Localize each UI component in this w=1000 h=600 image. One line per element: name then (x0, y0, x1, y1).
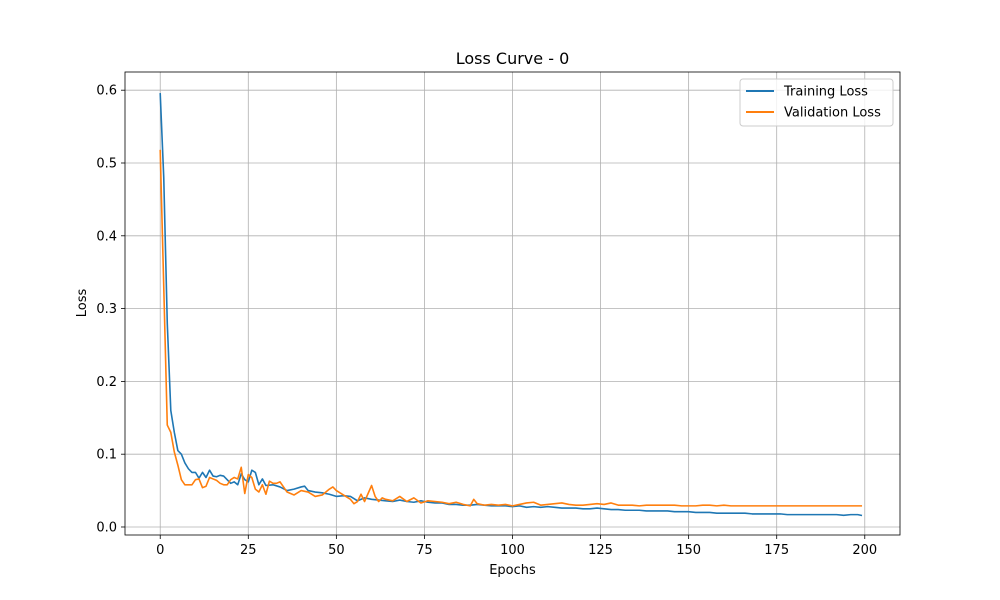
series-layer (159, 93, 863, 517)
legend-box (739, 78, 894, 127)
legend-label-training-loss: Training Loss (783, 85, 868, 100)
legend: Training Loss Validation Loss (739, 78, 894, 127)
y-axis: 0.0 0.1 0.2 0.3 0.4 0.5 0.6 (96, 84, 125, 535)
y-tick-label: 0.2 (96, 375, 117, 390)
x-tick-label: 150 (676, 543, 701, 558)
plot-area (124, 71, 901, 536)
x-tick-label: 175 (764, 543, 789, 558)
y-tick-label: 0.3 (96, 302, 117, 317)
x-axis: 0 25 50 75 100 125 150 175 200 (156, 535, 877, 558)
series-line-validation-loss (159, 149, 863, 507)
x-axis-label: Epochs (489, 563, 536, 578)
y-tick-label: 0.4 (96, 229, 117, 244)
legend-label-validation-loss: Validation Loss (784, 106, 881, 121)
x-tick-label: 25 (240, 543, 257, 558)
x-tick-label: 75 (416, 543, 433, 558)
y-tick-label: 0.1 (96, 448, 117, 463)
y-tick-label: 0.6 (96, 84, 117, 99)
y-tick-label: 0.0 (96, 520, 117, 535)
series-line-training-loss (159, 93, 863, 517)
y-tick-label: 0.5 (96, 156, 117, 171)
y-axis-label: Loss (75, 289, 90, 318)
x-tick-label: 100 (500, 543, 525, 558)
x-tick-label: 200 (852, 543, 877, 558)
x-tick-label: 0 (156, 543, 164, 558)
x-tick-label: 50 (328, 543, 345, 558)
x-tick-label: 125 (588, 543, 613, 558)
chart-title: Loss Curve - 0 (456, 49, 570, 68)
